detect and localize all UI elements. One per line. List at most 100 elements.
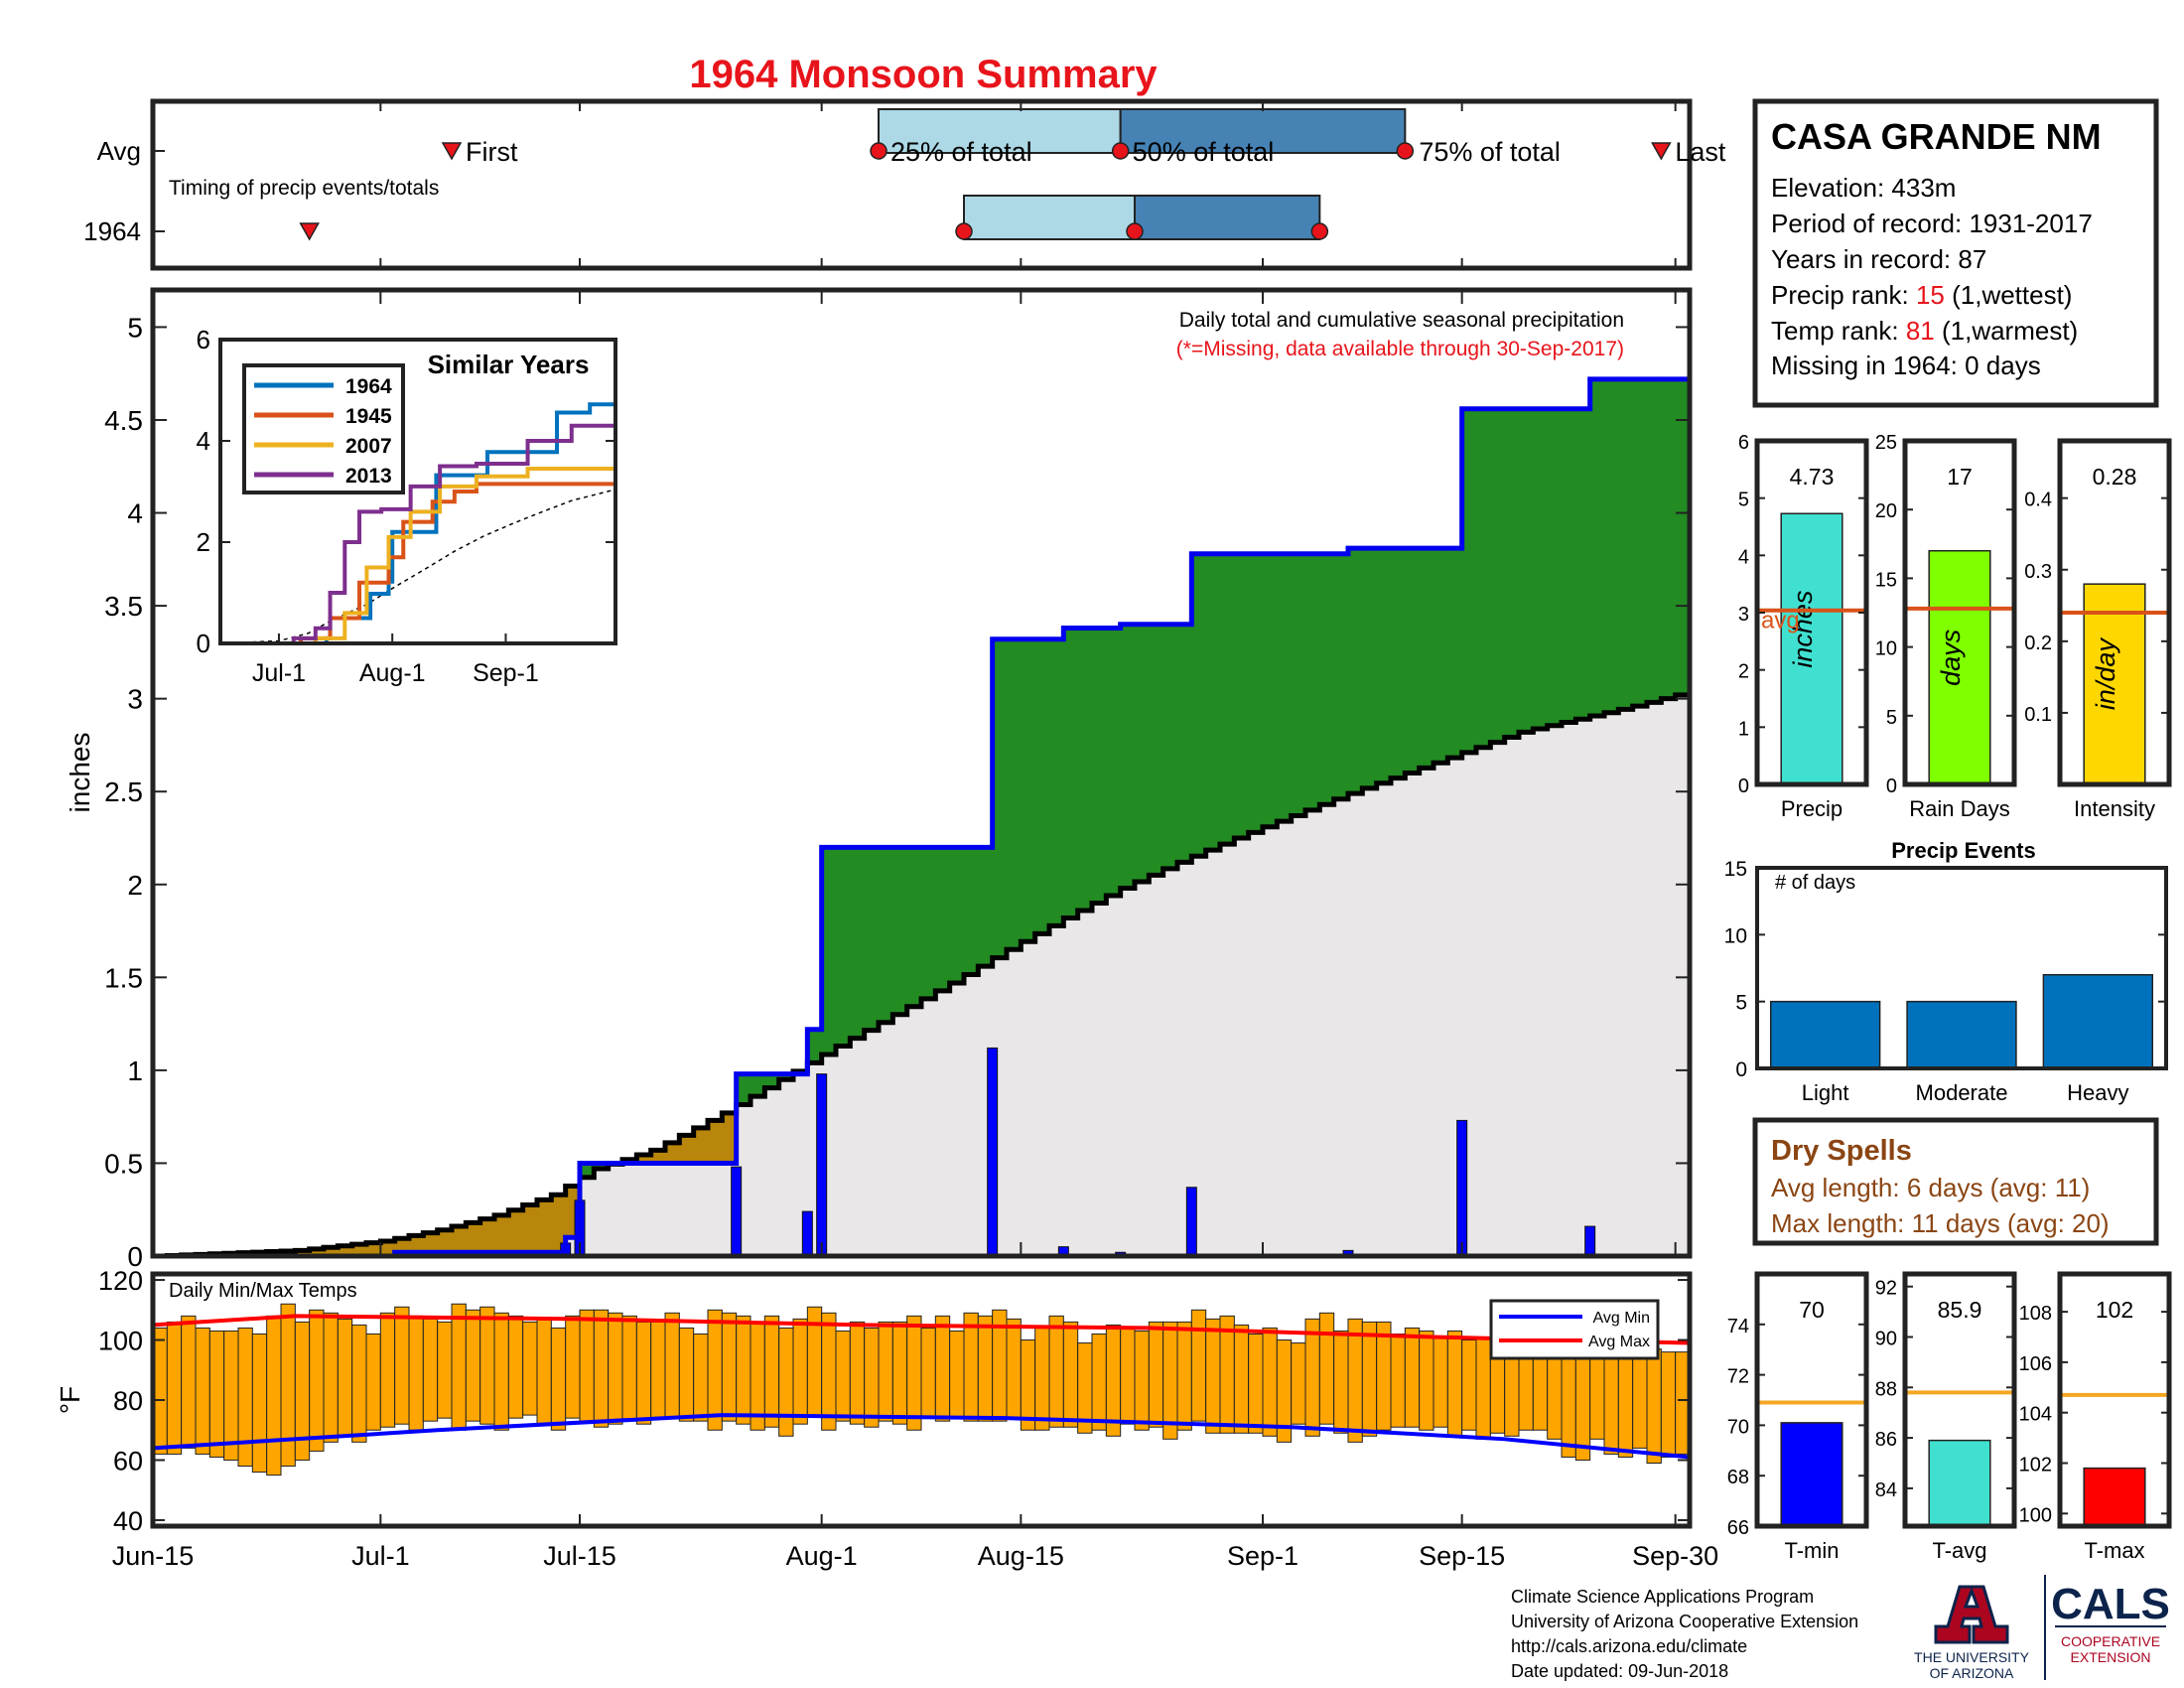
above-avg-fill-segment — [1405, 548, 1421, 774]
daily-precip-bar — [801, 1210, 813, 1257]
cumulative-1964-line — [153, 376, 1690, 1259]
temp-range-bar — [479, 1306, 495, 1425]
summary_tavg-y-tick-label: 84 — [1875, 1479, 1897, 1501]
above-avg-fill-segment — [836, 847, 851, 1047]
summary_tmax-category-label: T-max — [2084, 1538, 2144, 1563]
temp-range-bar — [1134, 1330, 1150, 1431]
temps-y-tick-label: 120 — [98, 1266, 143, 1296]
temp-range-bar — [394, 1306, 410, 1425]
summary_precip-y-tick-label: 4 — [1738, 546, 1749, 568]
above-avg-fill-segment — [1049, 638, 1064, 926]
year-box-25-50 — [963, 195, 1136, 240]
summary_tmax-frame — [2057, 1271, 2172, 1529]
summary_raindays-y-tick-label: 10 — [1875, 638, 1897, 660]
above-avg-fill-segment — [1162, 624, 1178, 869]
summary_intensity-bar — [2083, 583, 2146, 785]
summary_tavg-bar — [1928, 1439, 1991, 1527]
temp-range-bar — [1020, 1339, 1036, 1431]
temp-range-bar — [835, 1330, 851, 1422]
summary_tmin-y-tick-label: 72 — [1727, 1366, 1749, 1388]
temp-range-bar — [1446, 1330, 1463, 1437]
timing-caption: Timing of precip events/totals — [169, 177, 439, 200]
summary_intensity-frame — [2057, 438, 2172, 787]
above-avg-fill-segment — [807, 1029, 823, 1063]
below-avg-fill-segment — [295, 1250, 311, 1256]
temp-range-bar — [920, 1327, 936, 1419]
temp-range-bar — [1262, 1327, 1278, 1437]
events-frame — [1755, 866, 2168, 1070]
summary_tmax-y-tick-label: 100 — [2019, 1504, 2052, 1526]
footer-line-4: Date updated: 09-Jun-2018 — [1511, 1661, 1728, 1681]
above-avg-fill-segment — [864, 847, 880, 1031]
summary_tmax-value-label: 102 — [2096, 1297, 2133, 1323]
temp-range-bar — [1091, 1333, 1107, 1431]
summary_intensity-value-label: 0.28 — [2093, 464, 2137, 490]
station-name: CASA GRANDE NM — [1771, 116, 2102, 157]
inset-x-tick-label: Sep-1 — [473, 659, 539, 687]
summary_tmax-y-tick-label: 102 — [2019, 1455, 2052, 1477]
date-tick-label-Jun-15: Jun-15 — [112, 1541, 195, 1571]
temp-range-bar — [1248, 1333, 1264, 1434]
temp-range-bar — [208, 1330, 225, 1458]
precip-y-tick-label: 2 — [127, 870, 143, 901]
footer-line-3: http://cals.arizona.edu/climate — [1511, 1636, 1747, 1656]
avg-min-line — [152, 1413, 1691, 1460]
below-avg-fill-segment — [679, 1135, 695, 1164]
temp-range-bar — [650, 1321, 666, 1419]
temp-range-bar — [309, 1309, 325, 1452]
temp-range-bar — [878, 1321, 893, 1422]
dry-spells-avg-length: Avg length: 6 days (avg: 11) — [1771, 1173, 2090, 1202]
below-avg-fill-segment — [494, 1214, 509, 1253]
below-avg-fill-segment — [537, 1199, 552, 1253]
temp-range-bar — [379, 1312, 396, 1428]
temp-range-bar — [237, 1327, 253, 1468]
page-title: 1964 Monsoon Summary — [689, 53, 1158, 96]
events-category-label-moderate: Moderate — [1916, 1080, 2008, 1105]
temp-range-bar — [736, 1315, 751, 1425]
temp-range-bar — [621, 1315, 637, 1422]
inset-y-tick-label: 6 — [197, 325, 210, 354]
summary_precip-y-tick-label: 0 — [1738, 775, 1749, 797]
below-avg-fill-segment — [409, 1235, 424, 1253]
above-avg-fill-segment — [1319, 553, 1335, 805]
above-avg-fill-segment — [1205, 553, 1221, 851]
avg-75-marker — [1396, 142, 1415, 160]
daily-precip-bar — [1584, 1225, 1596, 1257]
station-elevation: Elevation: 433m — [1771, 173, 1956, 203]
temp-range-bar — [223, 1330, 239, 1461]
temp-range-bar — [678, 1327, 695, 1422]
below-avg-fill-segment — [522, 1204, 538, 1253]
above-avg-fill-segment — [1391, 548, 1406, 778]
temp-range-bar — [1219, 1315, 1235, 1434]
temp-range-bar — [1048, 1315, 1064, 1428]
legend-avg-min-label: Avg Min — [1592, 1310, 1650, 1327]
precip-frame — [150, 287, 1693, 1259]
temp-range-bar — [1120, 1327, 1136, 1425]
temp-range-bar — [565, 1315, 581, 1419]
inset-y-tick-label: 2 — [197, 527, 210, 557]
temp-range-bar — [1376, 1321, 1392, 1431]
summary_tmin-value-label: 70 — [1799, 1297, 1825, 1323]
above-avg-fill-segment — [1021, 638, 1036, 942]
below-avg-fill-segment — [394, 1238, 410, 1253]
above-avg-fill-segment — [1077, 628, 1093, 911]
temp-range-bar — [1062, 1321, 1079, 1428]
temp-range-bar — [465, 1309, 481, 1422]
events-bar-light — [1769, 1000, 1881, 1069]
summary_precip-bar — [1780, 512, 1843, 785]
above-avg-fill-segment — [1362, 548, 1378, 788]
above-avg-fill-segment — [1661, 378, 1677, 699]
precip-events-title: Precip Events — [1891, 838, 2036, 863]
temp-range-bar — [251, 1333, 268, 1474]
temp-range-bar — [1404, 1327, 1421, 1428]
summary_tmax-y-tick-label: 106 — [2019, 1353, 2052, 1375]
a-mark-icon — [1934, 1585, 2009, 1644]
above-avg-fill-segment — [1476, 408, 1491, 748]
dry-spells-title: Dry Spells — [1771, 1135, 1912, 1167]
temp-range-bar — [337, 1318, 353, 1437]
date-tick-label-Jul-1: Jul-1 — [351, 1541, 410, 1571]
above-avg-fill-segment — [935, 847, 951, 991]
above-avg-fill-segment — [978, 847, 994, 967]
precip-y-tick-label: 0.5 — [104, 1148, 143, 1179]
